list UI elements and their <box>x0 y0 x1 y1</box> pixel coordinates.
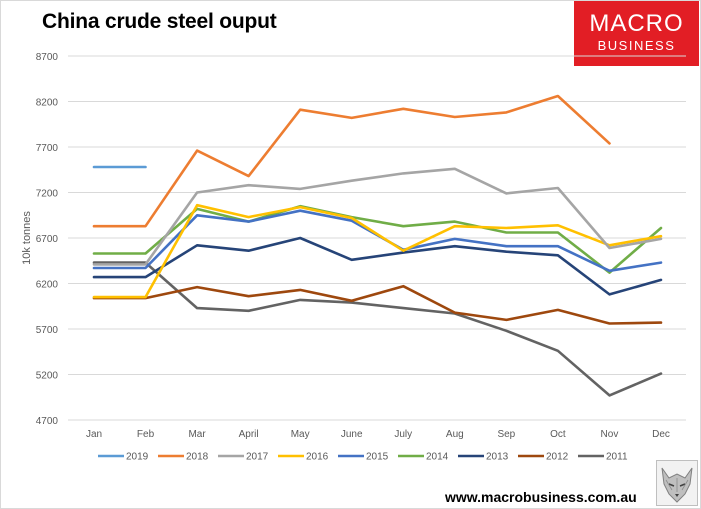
x-tick-labels: Jan Feb Mar April May June July Aug Sep Oct Nov Dec <box>86 429 670 440</box>
y-tick-label: 6700 <box>36 234 59 245</box>
series-line-2016 <box>92 203 663 299</box>
logo-line-macro: MACRO <box>589 10 684 37</box>
x-tick-label: Sep <box>497 429 515 440</box>
macrobusiness-logo[interactable]: MACRO BUSINESS <box>574 1 699 66</box>
y-tick-label: 7200 <box>36 189 59 200</box>
x-tick-label: Oct <box>550 429 566 440</box>
y-tick-label: 8700 <box>36 52 59 63</box>
legend-label-2016: 2016 <box>306 452 329 463</box>
y-tick-label: 8200 <box>36 98 59 109</box>
y-tick-label: 6200 <box>36 280 59 291</box>
x-tick-label: May <box>291 429 310 440</box>
y-tick-labels: 4700 5200 5700 6200 6700 7200 7700 8200 8700 <box>36 52 59 427</box>
series-line-2013 <box>92 236 663 296</box>
line-chart: 4700 5200 5700 6200 6700 7200 7700 8200 8700 Jan… <box>21 52 686 463</box>
legend-label-2013: 2013 <box>486 452 509 463</box>
chart-title: China crude steel ouput <box>42 10 277 33</box>
legend-label-2019: 2019 <box>126 452 149 463</box>
series-line-2017 <box>92 167 663 266</box>
legend-label-2011: 2011 <box>606 452 628 463</box>
x-tick-label: Feb <box>137 429 155 440</box>
series-line-2014 <box>92 204 663 274</box>
series-line-2011 <box>92 261 663 397</box>
y-tick-label: 5200 <box>36 371 59 382</box>
legend-label-2018: 2018 <box>186 452 209 463</box>
x-tick-label: June <box>341 429 363 440</box>
legend-label-2017: 2017 <box>246 452 269 463</box>
series-line-2012 <box>92 284 663 325</box>
y-axis-label: 10k tonnes <box>21 211 33 265</box>
logo-line-business: BUSINESS <box>597 38 676 53</box>
x-tick-label: Dec <box>652 429 670 440</box>
x-tick-label: Jan <box>86 429 102 440</box>
legend-label-2012: 2012 <box>546 452 569 463</box>
x-tick-label: Aug <box>446 429 464 440</box>
footer-url[interactable]: www.macrobusiness.com.au <box>445 489 637 505</box>
wolf-icon <box>656 460 698 506</box>
legend-label-2014: 2014 <box>426 452 449 463</box>
x-tick-label: July <box>394 429 412 440</box>
x-tick-label: Nov <box>601 429 619 440</box>
series-line-2018 <box>92 94 611 228</box>
legend: 2019 2018 2017 2016 2015 2014 2013 2012 2011 <box>98 452 628 463</box>
y-tick-label: 7700 <box>36 143 59 154</box>
x-tick-label: Mar <box>188 429 206 440</box>
y-tick-label: 4700 <box>36 416 59 427</box>
y-tick-label: 5700 <box>36 325 59 336</box>
series-lines <box>92 94 663 397</box>
legend-label-2015: 2015 <box>366 452 389 463</box>
x-tick-label: April <box>239 429 259 440</box>
